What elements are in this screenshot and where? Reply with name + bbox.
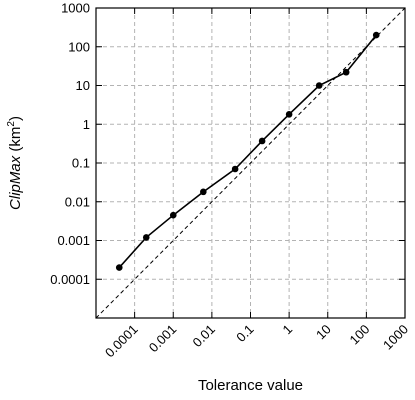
data-point [200,188,207,196]
y-tick-label: 1 [83,117,90,132]
y-tick-label: 100 [68,39,90,54]
data-point [169,211,177,219]
y-tick-label: 0.01 [65,194,90,209]
data-point [231,165,239,173]
data-point [315,82,323,89]
data-point [258,137,266,145]
x-tick-label: 0.01 [189,322,218,351]
y-tick-label: 0.0001 [50,272,90,287]
reference-line [95,7,406,319]
y-tick-label: 0.1 [72,156,90,171]
ticks [96,7,406,318]
y-axis-title-close: ) [7,116,24,121]
x-tick-label: 0.001 [146,322,180,356]
y-tick-label: 1000 [61,1,90,16]
y-tick-labels: 0.0001 0.001 0.01 0.1 1 10 100 1000 [50,1,90,287]
x-tick-label: 10 [313,322,334,343]
x-tick-label: 0.0001 [102,322,141,361]
series-layer [115,31,380,271]
x-axis-title: Tolerance value [198,377,303,394]
y-axis-title: ClipMax (km2) [6,116,24,210]
y-tick-label: 10 [76,78,90,93]
y-axis-title-unit: (km [7,127,24,156]
data-point [142,234,150,241]
x-tick-labels: 0.0001 0.001 0.01 0.1 1 10 100 1000 [102,322,411,361]
y-axis-title-name: ClipMax [7,155,24,210]
y-tick-label: 0.001 [57,233,90,248]
data-point [372,31,380,39]
y-axis-title-exponent: 2 [6,121,17,127]
series-line [118,34,377,269]
x-tick-label: 1000 [380,322,411,353]
reference-line-layer [95,7,406,319]
x-tick-label: 1 [280,322,296,338]
data-point [342,68,350,76]
x-tick-label: 0.1 [233,322,256,345]
data-point [115,264,123,271]
data-point [285,111,293,118]
x-tick-label: 100 [347,322,373,348]
